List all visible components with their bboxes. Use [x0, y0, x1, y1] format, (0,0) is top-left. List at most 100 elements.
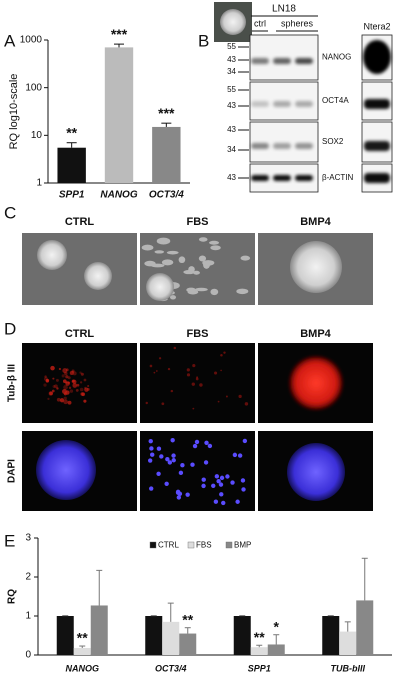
signal: [55, 378, 59, 382]
nucleus: [192, 443, 198, 449]
signal: [161, 402, 165, 406]
panel-label: D: [4, 319, 16, 338]
lane-label: spheres: [281, 18, 314, 28]
nucleus: [242, 438, 248, 444]
nucleus: [178, 470, 184, 476]
nucleus: [221, 500, 226, 506]
control-line-label: Ntera2: [363, 21, 390, 31]
signal: [63, 396, 67, 400]
condition-label: CTRL: [65, 216, 95, 228]
significance: *: [274, 618, 280, 634]
signal: [43, 383, 47, 387]
nucleus: [185, 492, 190, 497]
signal: [62, 379, 67, 384]
micrograph: [140, 431, 255, 511]
nucleus: [201, 483, 206, 489]
signal: [44, 375, 47, 378]
signal: [63, 385, 68, 390]
nucleus: [149, 486, 154, 491]
nucleus: [150, 452, 155, 457]
nucleus: [165, 456, 170, 462]
signal: [192, 364, 196, 368]
cell: [141, 244, 154, 251]
signal: [223, 351, 226, 354]
protein-label: NANOG: [322, 53, 351, 62]
nucleus: [171, 453, 176, 458]
cell: [240, 255, 251, 261]
nucleus: [170, 438, 175, 443]
signal: [79, 387, 84, 392]
signal: [81, 392, 86, 397]
blot-band: [295, 143, 313, 149]
nucleus: [218, 482, 224, 487]
signal: [83, 378, 87, 382]
signal: [192, 407, 195, 410]
signal: [167, 367, 171, 371]
legend-label: FBS: [196, 541, 212, 550]
signal: [63, 399, 68, 405]
cell: [187, 289, 199, 295]
significance: **: [66, 124, 77, 140]
x-tick-label: NANOG: [66, 663, 100, 673]
nucleus: [149, 446, 154, 451]
signal: [69, 370, 74, 376]
signal: [214, 371, 218, 375]
blot-band: [295, 101, 313, 107]
cell: [236, 288, 249, 295]
y-tick-label: 2: [25, 572, 31, 583]
cell: [209, 240, 220, 245]
nucleus: [219, 492, 224, 497]
blot-band: [295, 175, 313, 181]
marker-label: 55: [227, 85, 236, 94]
sphere: [146, 273, 174, 301]
condition-label: FBS: [187, 216, 209, 228]
blot-band: [251, 58, 269, 64]
signal: [191, 382, 196, 386]
signal: [217, 400, 220, 403]
x-tick-label: NANOG: [100, 190, 137, 201]
blot-band: [273, 58, 291, 64]
condition-label: BMP4: [300, 328, 331, 340]
signal: [49, 391, 53, 396]
sphere: [37, 240, 67, 270]
y-tick-label: 0: [25, 650, 31, 661]
blot-band: [295, 58, 313, 64]
signal: [186, 373, 191, 377]
nucleus: [207, 443, 213, 449]
signal: [84, 387, 89, 392]
nucleus: [159, 454, 164, 459]
signal: [149, 364, 153, 368]
signal: [51, 389, 55, 393]
cell: [159, 238, 167, 242]
signal: [64, 371, 68, 376]
signal: [52, 377, 55, 380]
blot-strip: [249, 121, 319, 163]
signal: [52, 384, 56, 388]
nuclei-cluster: [36, 440, 96, 500]
nucleus: [203, 460, 209, 465]
micrograph: [140, 343, 255, 423]
bar: [322, 616, 340, 655]
bar: [152, 126, 181, 183]
signal: [195, 377, 199, 381]
bar: [73, 647, 91, 655]
protein-label: OCT4A: [322, 96, 349, 105]
nucleus: [147, 458, 153, 463]
signal: [158, 357, 162, 360]
y-tick-label: 10: [31, 130, 43, 141]
signal: [61, 374, 65, 378]
bar: [162, 621, 180, 655]
blot-band: [251, 143, 269, 149]
stain-label: Tub-β III: [7, 364, 18, 402]
blot-band: [251, 101, 269, 107]
nucleus: [148, 438, 153, 444]
signal: [155, 370, 158, 372]
condition-label: CTRL: [65, 328, 95, 340]
signal: [220, 353, 223, 357]
signal: [244, 402, 249, 406]
signal: [220, 369, 222, 372]
cell: [193, 270, 200, 275]
stain-label: DAPI: [7, 459, 18, 483]
blot-band: [363, 40, 391, 74]
nucleus: [180, 463, 185, 468]
